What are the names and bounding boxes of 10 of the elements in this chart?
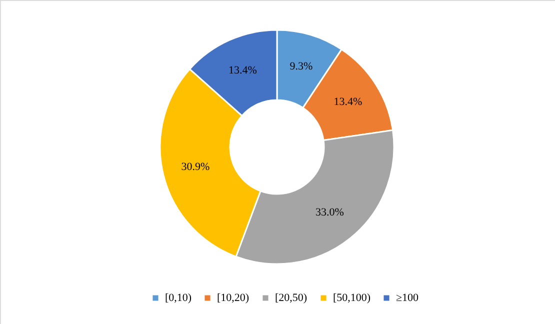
legend-label: [20,50) bbox=[275, 292, 308, 304]
legend-label: [50,100) bbox=[333, 292, 371, 304]
data-label: 13.4% bbox=[334, 96, 362, 108]
legend-label: [0,10) bbox=[165, 292, 192, 304]
data-label: 13.4% bbox=[228, 64, 257, 76]
data-label: 33.0% bbox=[316, 206, 344, 218]
legend-label: ≥100 bbox=[396, 292, 420, 304]
legend-label: [10,20) bbox=[217, 292, 250, 304]
data-label: 9.3% bbox=[290, 60, 313, 73]
data-label: 30.9% bbox=[181, 161, 210, 174]
